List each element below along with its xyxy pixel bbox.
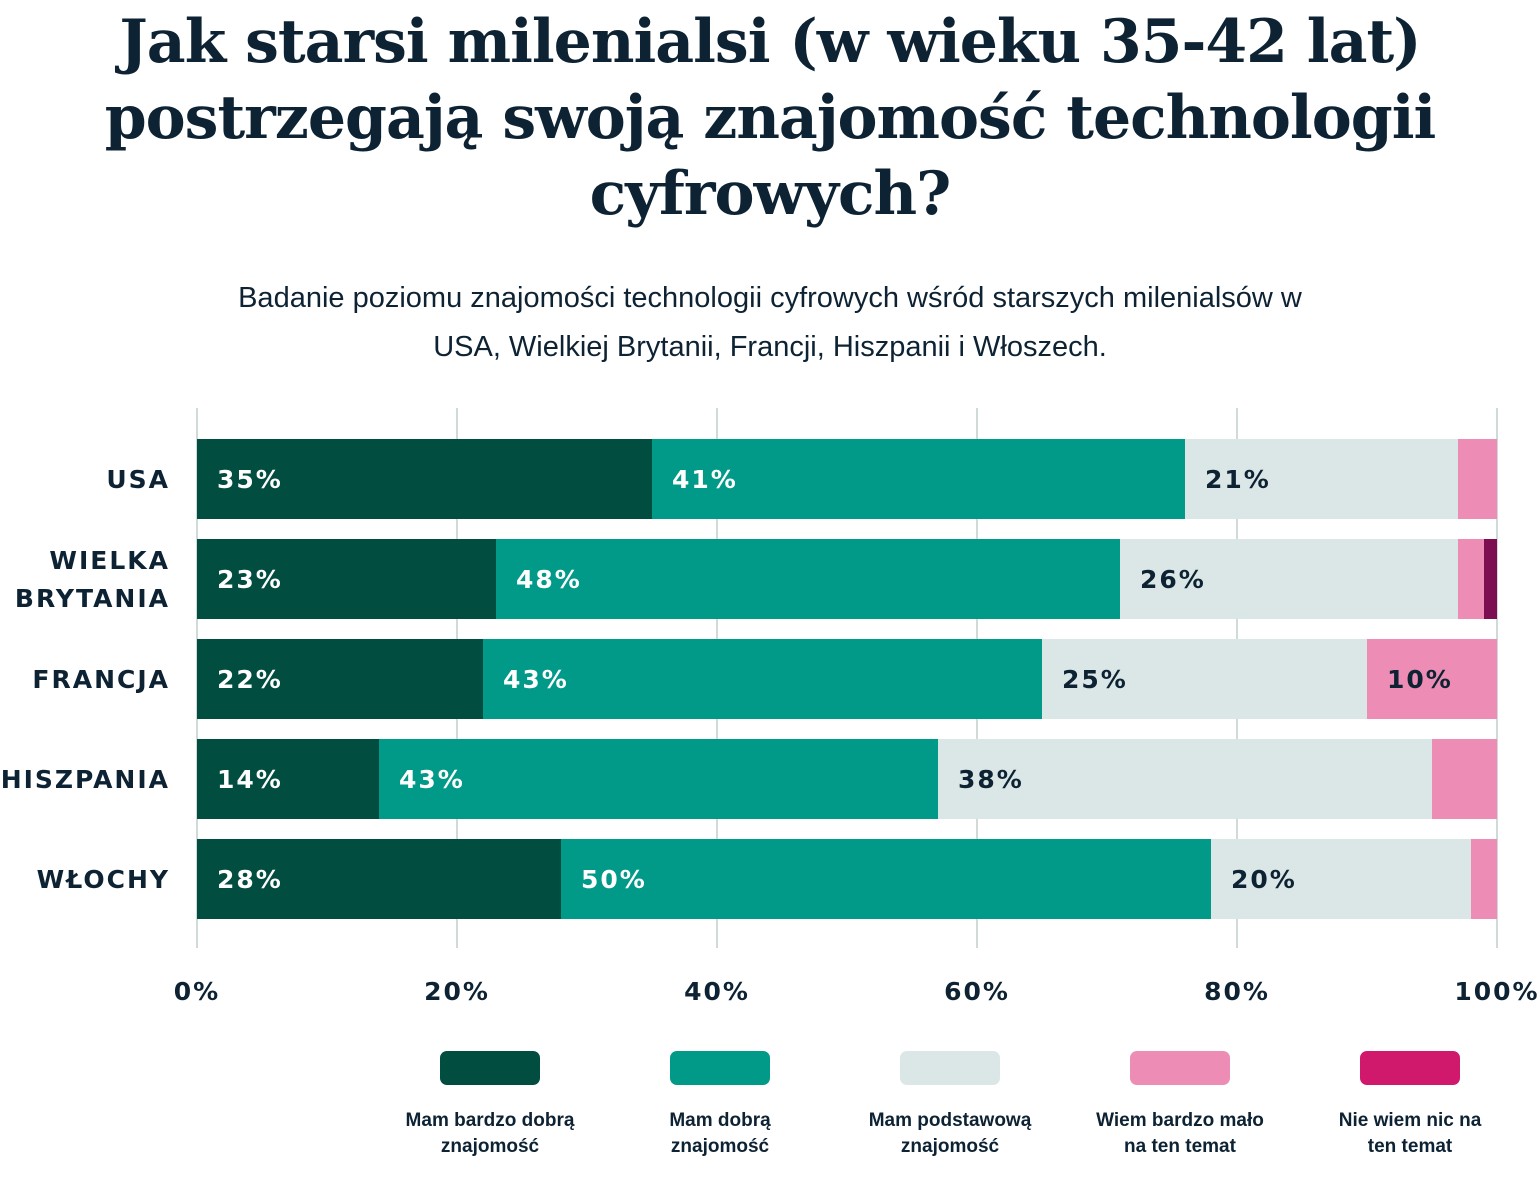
data-label: 26% — [1140, 565, 1206, 594]
data-label: 21% — [1205, 465, 1271, 494]
x-tick-label: 40% — [684, 977, 750, 1006]
data-label: 23% — [217, 565, 283, 594]
data-label: 28% — [217, 865, 283, 894]
legend-label: Mam bardzo dobrą — [406, 1110, 575, 1131]
category-label: BRYTANIA — [15, 584, 170, 613]
x-tick-label: 0% — [174, 977, 220, 1006]
data-label: 25% — [1062, 665, 1128, 694]
legend-label: ten temat — [1368, 1136, 1453, 1157]
bar-segment — [1471, 839, 1497, 919]
bar-segment — [938, 739, 1432, 819]
bar-segment — [197, 839, 561, 919]
bar-segment — [483, 639, 1042, 719]
category-label: HISZPANIA — [1, 765, 170, 794]
legend-label: Mam dobrą — [669, 1110, 771, 1131]
data-label: 43% — [503, 665, 569, 694]
legend-label: Nie wiem nic na — [1339, 1110, 1482, 1131]
category-label: WŁOCHY — [37, 865, 170, 894]
category-label: USA — [106, 465, 170, 494]
legend-label: znajomość — [441, 1136, 540, 1157]
data-label: 41% — [672, 465, 738, 494]
x-tick-label: 20% — [424, 977, 490, 1006]
legend-swatch — [1130, 1051, 1230, 1085]
legend-label: Wiem bardzo mało — [1096, 1110, 1264, 1131]
x-tick-label: 100% — [1454, 977, 1539, 1006]
bar-segment — [197, 739, 379, 819]
data-label: 48% — [516, 565, 582, 594]
bar-segment — [197, 539, 496, 619]
bar-segment — [561, 839, 1211, 919]
bar-segment — [1484, 539, 1497, 619]
legend-label: znajomość — [671, 1136, 770, 1157]
bar-segment — [496, 539, 1120, 619]
bar-segment — [379, 739, 938, 819]
bar-segment — [1458, 539, 1484, 619]
data-label: 50% — [581, 865, 647, 894]
data-label: 35% — [217, 465, 283, 494]
bar-segment — [1185, 439, 1458, 519]
data-label: 43% — [399, 765, 465, 794]
bar-segment — [197, 639, 483, 719]
legend-swatch — [1360, 1051, 1460, 1085]
legend-swatch — [440, 1051, 540, 1085]
data-label: 20% — [1231, 865, 1297, 894]
data-label: 10% — [1387, 665, 1453, 694]
chart-title: Jak starsi milenialsi (w wieku 35-42 lat… — [104, 7, 1437, 229]
category-label: WIELKA — [49, 546, 170, 575]
chart-subtitle: Badanie poziomu znajomości technologii c… — [238, 282, 1302, 363]
bar-segment — [1211, 839, 1471, 919]
legend-swatch — [900, 1051, 1000, 1085]
bar-segment — [1120, 539, 1458, 619]
bar-segment — [652, 439, 1185, 519]
category-label: FRANCJA — [32, 665, 170, 694]
bar-segment — [1432, 739, 1497, 819]
data-label: 22% — [217, 665, 283, 694]
bar-segment — [197, 439, 652, 519]
legend-swatch — [670, 1051, 770, 1085]
bar-segment — [1458, 439, 1497, 519]
legend-label: Mam podstawową — [869, 1110, 1032, 1131]
legend-label: znajomość — [901, 1136, 1000, 1157]
data-label: 38% — [958, 765, 1024, 794]
x-tick-label: 60% — [944, 977, 1010, 1006]
x-tick-label: 80% — [1204, 977, 1270, 1006]
data-label: 14% — [217, 765, 283, 794]
legend-label: na ten temat — [1124, 1136, 1237, 1157]
bar-segment — [1042, 639, 1367, 719]
bar-segment — [1367, 639, 1497, 719]
